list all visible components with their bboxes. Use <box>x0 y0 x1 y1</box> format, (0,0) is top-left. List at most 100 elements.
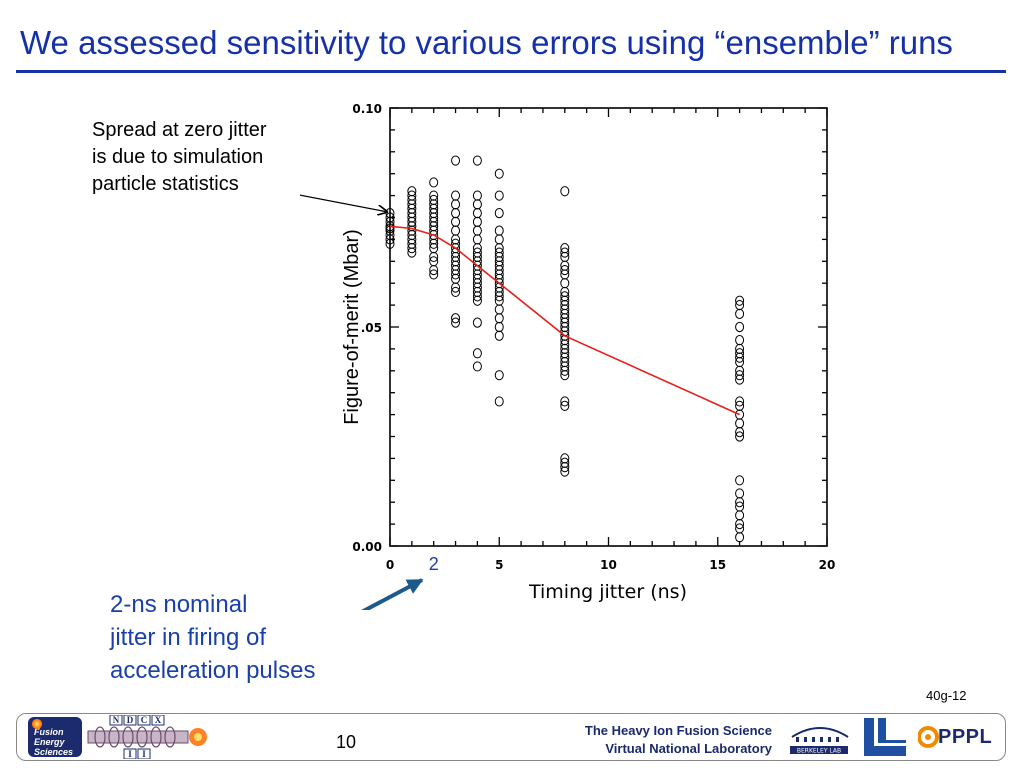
data-point <box>472 155 482 166</box>
ndcx-letter: I <box>142 749 146 759</box>
data-point <box>560 291 570 302</box>
data-point <box>472 247 482 258</box>
data-point <box>735 501 745 512</box>
data-point <box>472 225 482 236</box>
data-point <box>560 264 570 276</box>
mean-trend-line <box>389 225 740 416</box>
fusion-energy-sciences-logo: Fusion Energy Sciences <box>28 717 82 757</box>
x-tick-label: 0 <box>386 558 394 572</box>
nominal-jitter-annotation: 2-ns nominal jitter in firing of acceler… <box>110 591 316 684</box>
data-point <box>735 400 745 411</box>
data-point <box>494 321 504 333</box>
data-point <box>560 457 570 468</box>
data-point <box>494 396 504 407</box>
data-point <box>451 313 461 324</box>
lab-name: The Heavy Ion Fusion Science Virtual Nat… <box>584 723 772 756</box>
data-point <box>494 208 504 219</box>
data-point <box>494 168 504 179</box>
data-point <box>560 278 570 289</box>
data-point <box>735 431 745 442</box>
data-point <box>385 212 395 223</box>
ndcx-letter-box <box>123 715 137 726</box>
pppl-logo-text: PPPL <box>938 726 993 748</box>
data-point <box>560 186 570 197</box>
data-point <box>429 194 439 206</box>
data-point <box>560 396 570 407</box>
data-point <box>472 199 482 210</box>
data-point <box>494 313 504 324</box>
fes-logo-text: Fusion Energy Sciences <box>34 727 74 757</box>
data-point <box>451 190 461 201</box>
data-point <box>735 532 745 543</box>
data-point <box>735 488 745 499</box>
data-point <box>494 190 504 201</box>
x-tick-label: 20 <box>819 558 836 572</box>
data-point <box>560 453 570 464</box>
data-point <box>429 177 439 188</box>
data-point <box>735 348 745 359</box>
data-point <box>451 199 461 210</box>
data-point <box>735 418 745 429</box>
ndcx-letter: I <box>128 749 132 759</box>
ndcx-letter: N <box>113 715 120 725</box>
ndcx-letter: X <box>155 715 162 725</box>
data-point <box>472 208 482 219</box>
data-point <box>494 234 504 245</box>
y-tick-label: .05 <box>361 321 382 335</box>
berkeley-lab-logo: BERKELEY LAB <box>790 727 849 755</box>
data-point <box>735 523 745 534</box>
data-point <box>560 400 570 411</box>
ndcx-letter-box <box>137 715 151 726</box>
ndcx-letter-box <box>151 715 165 726</box>
star-icon <box>32 719 42 729</box>
data-point <box>407 190 417 201</box>
ndcx-letter-box <box>109 715 123 726</box>
spread-annotation: Spread at zero jitter is due to simulati… <box>92 119 267 195</box>
footer-bar <box>16 713 1006 761</box>
llnl-logo <box>864 718 906 756</box>
spread-annotation-arrow <box>300 194 388 212</box>
data-point <box>560 243 570 254</box>
data-point <box>451 317 461 328</box>
ndcx-letter: C <box>141 715 148 725</box>
data-point <box>735 510 745 521</box>
berkeley-logo-text: BERKELEY LAB <box>797 748 841 755</box>
data-point <box>429 190 439 201</box>
data-point <box>735 370 745 381</box>
y-tick-label: 0.10 <box>352 102 382 116</box>
data-point <box>429 269 439 280</box>
data-point <box>451 216 461 227</box>
data-point <box>451 155 461 166</box>
data-point <box>472 348 482 359</box>
data-point <box>735 300 745 311</box>
page-number: 10 <box>336 732 357 752</box>
data-point <box>472 317 482 328</box>
ndcx-ii-logo: N D C X I I <box>87 715 207 759</box>
data-point <box>735 308 745 319</box>
x-axis-label: Timing jitter (ns) <box>528 581 687 603</box>
data-point <box>472 216 482 227</box>
nominal-jitter-arrow <box>361 578 424 610</box>
ndcx-letter-box <box>137 748 151 759</box>
data-point <box>407 186 417 197</box>
data-point <box>735 335 745 346</box>
data-point <box>494 225 504 236</box>
data-point <box>451 286 461 298</box>
ndcx-letter: D <box>127 715 134 725</box>
x-tick-label: 5 <box>495 558 503 572</box>
data-point <box>472 234 482 245</box>
data-point <box>494 370 504 381</box>
slide-title: We assessed sensitivity to various error… <box>20 24 953 61</box>
title-divider <box>16 70 1006 73</box>
x-tick-label: 10 <box>600 558 617 572</box>
data-point <box>735 295 745 306</box>
x-tick-label: 15 <box>709 558 726 572</box>
y-tick-label: 0.00 <box>352 540 382 554</box>
data-point <box>560 247 570 258</box>
data-point <box>735 396 745 407</box>
data-point <box>494 330 504 341</box>
data-point <box>494 304 504 315</box>
data-point <box>735 321 745 333</box>
highlight-tick-label: 2 <box>429 554 439 574</box>
data-point <box>735 475 745 486</box>
